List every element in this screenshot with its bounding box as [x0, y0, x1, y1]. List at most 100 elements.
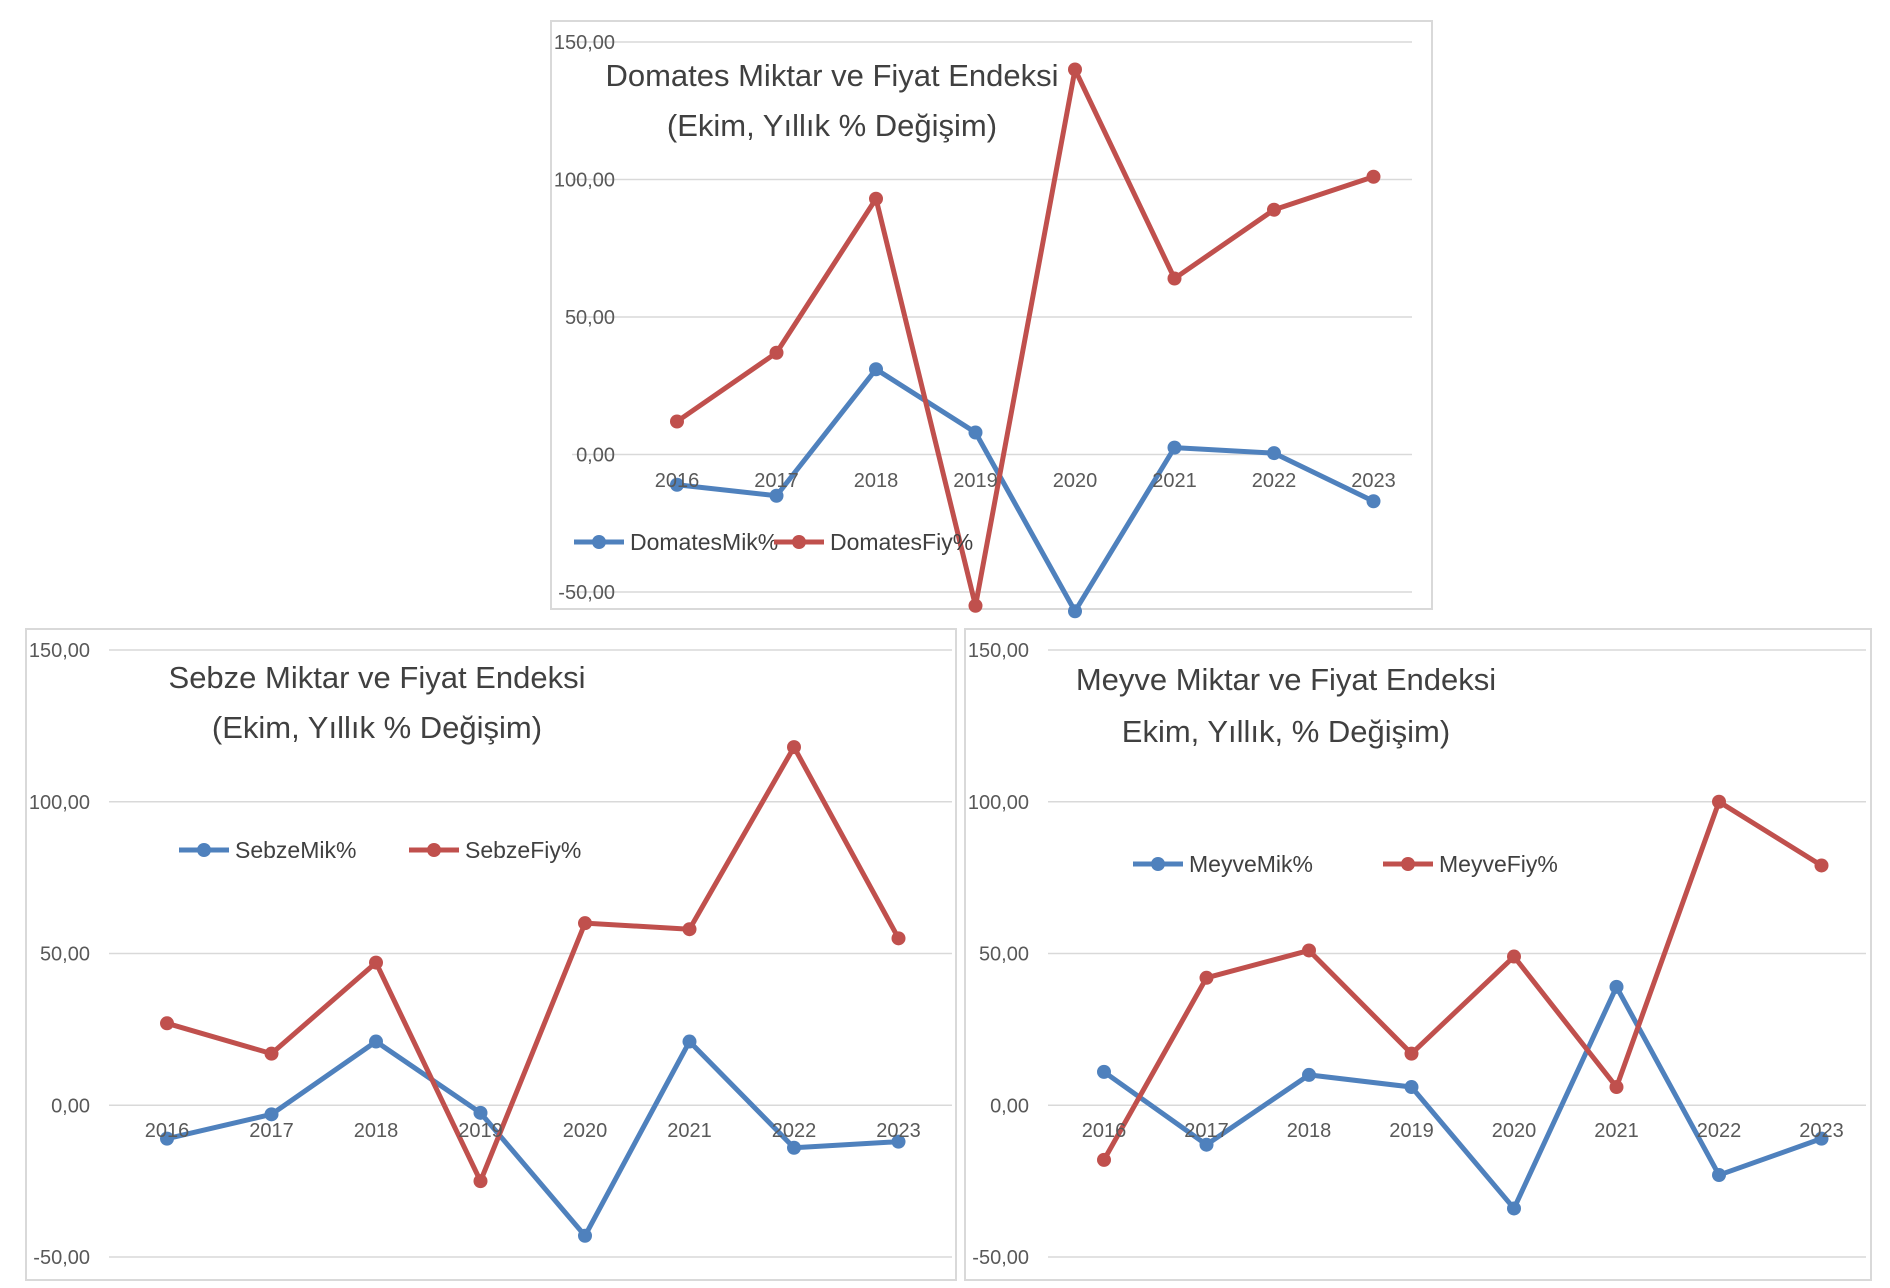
data-point: [1167, 271, 1182, 286]
legend-marker: [197, 843, 211, 857]
series-line-SebzeMik%: [164, 1039, 901, 1239]
chart-title: Ekim, Yıllık, % Değişim): [1122, 714, 1450, 749]
data-point: [787, 740, 801, 755]
chart-title: Meyve Miktar ve Fiyat Endeksi: [1076, 662, 1496, 697]
data-point: [160, 1131, 174, 1146]
data-point: [264, 1046, 279, 1061]
x-tick-label: 2016: [1082, 1120, 1127, 1142]
data-point: [891, 931, 906, 946]
legend-marker: [427, 843, 441, 857]
chart-title: (Ekim, Yıllık % Değişim): [667, 108, 997, 143]
chart-sebze: 150,00 100,00 50,00 0,00 -50,00 2016 2017 2018 2…: [25, 628, 957, 1281]
data-point: [369, 1034, 383, 1049]
data-point: [1167, 440, 1182, 455]
chart-domates: 150,00 100,00 50,00 0,00 -50,00 2016 2017 2018 2…: [550, 20, 1433, 619]
legend-item: MeyveMik%: [1133, 851, 1313, 877]
data-point: [670, 477, 684, 492]
data-point: [769, 488, 784, 503]
data-point: [869, 191, 883, 206]
x-tick-label: 2018: [854, 470, 899, 492]
x-tick-label: 2021: [1594, 1120, 1639, 1142]
legend-label: MeyveFiy%: [1439, 851, 1558, 877]
x-tick-label: 2019: [953, 470, 998, 492]
series-line-MeyveMik%: [1101, 984, 1824, 1211]
x-tick-label: 2022: [772, 1120, 817, 1142]
data-point: [1712, 794, 1726, 809]
data-point: [1199, 970, 1214, 985]
data-point: [1712, 1168, 1726, 1183]
series-line-DomatesMik%: [674, 366, 1376, 614]
data-point: [1267, 202, 1281, 217]
data-point: [1507, 949, 1521, 964]
x-tick-label: 2021: [1152, 470, 1197, 492]
x-tick-label: 2017: [754, 470, 799, 492]
data-point: [682, 1034, 697, 1049]
legend-marker: [592, 535, 606, 549]
y-tick-label: -50,00: [972, 1247, 1029, 1269]
x-tick-label: 2019: [1389, 1120, 1434, 1142]
x-tick-label: 2016: [655, 470, 700, 492]
data-point: [1366, 169, 1381, 184]
legend-item: MeyveFiy%: [1383, 851, 1558, 877]
chart-meyve: 150,00 100,00 50,00 0,00 -50,00 2016 2017 2018 2…: [964, 628, 1872, 1281]
data-point: [1097, 1064, 1111, 1079]
data-point: [682, 922, 697, 937]
chart-domates-plot: 150,00 100,00 50,00 0,00 -50,00 2016 2017 2018 2…: [554, 32, 1412, 619]
legend-label: SebzeMik%: [235, 837, 356, 863]
y-tick-label: 50,00: [565, 307, 615, 329]
data-point: [787, 1140, 801, 1155]
data-point: [578, 1228, 592, 1243]
x-tick-label: 2017: [249, 1120, 294, 1142]
data-point: [1507, 1201, 1521, 1216]
x-tick-label: 2020: [1053, 470, 1098, 492]
data-point: [1404, 1046, 1419, 1061]
chart-title: Sebze Miktar ve Fiyat Endeksi: [169, 660, 586, 695]
data-point: [1366, 494, 1381, 509]
x-tick-label: 2016: [145, 1120, 190, 1142]
chart-title: (Ekim, Yıllık % Değişim): [212, 710, 542, 745]
x-tick-label: 2017: [1184, 1120, 1229, 1142]
legend-label: DomatesMik%: [630, 529, 778, 555]
x-tick-label: 2018: [1287, 1120, 1332, 1142]
data-point: [1267, 446, 1281, 461]
data-point: [1814, 1131, 1829, 1146]
data-point: [1302, 1067, 1316, 1082]
data-point: [1068, 604, 1082, 619]
data-point: [160, 1016, 174, 1031]
data-point: [1199, 1137, 1214, 1152]
legend-marker: [1151, 857, 1165, 871]
data-point: [1097, 1152, 1111, 1167]
data-point: [891, 1134, 906, 1149]
y-tick-label: 150,00: [554, 32, 615, 54]
y-tick-label: 150,00: [968, 640, 1029, 662]
data-point: [264, 1107, 279, 1122]
data-point: [578, 916, 592, 931]
y-tick-label: -50,00: [558, 582, 615, 604]
chart-title: Domates Miktar ve Fiyat Endeksi: [605, 58, 1058, 93]
legend-item: SebzeMik%: [179, 837, 356, 863]
y-tick-label: -50,00: [33, 1247, 90, 1269]
y-tick-label: 0,00: [51, 1095, 90, 1117]
legend-label: SebzeFiy%: [465, 837, 581, 863]
data-point: [1404, 1080, 1419, 1095]
chart-sebze-plot: 150,00 100,00 50,00 0,00 -50,00 2016 2017 2018 2…: [29, 640, 952, 1269]
y-tick-label: 100,00: [968, 792, 1029, 814]
legend-marker: [792, 535, 806, 549]
x-tick-label: 2021: [667, 1120, 712, 1142]
x-tick-label: 2020: [1492, 1120, 1537, 1142]
chart-meyve-plot: 150,00 100,00 50,00 0,00 -50,00 2016 2017 2018 2…: [968, 640, 1866, 1269]
x-tick-label: 2018: [354, 1120, 399, 1142]
data-point: [1814, 858, 1829, 873]
data-point: [869, 362, 883, 377]
data-point: [968, 425, 983, 440]
data-point: [473, 1105, 488, 1120]
x-tick-label: 2023: [1351, 470, 1396, 492]
data-point: [1302, 943, 1316, 958]
data-point: [968, 598, 983, 613]
y-tick-label: 100,00: [29, 792, 90, 814]
x-tick-label: 2023: [1799, 1120, 1844, 1142]
y-tick-label: 0,00: [990, 1095, 1029, 1117]
legend-label: DomatesFiy%: [830, 529, 973, 555]
x-tick-label: 2022: [1697, 1120, 1742, 1142]
data-point: [769, 345, 784, 360]
